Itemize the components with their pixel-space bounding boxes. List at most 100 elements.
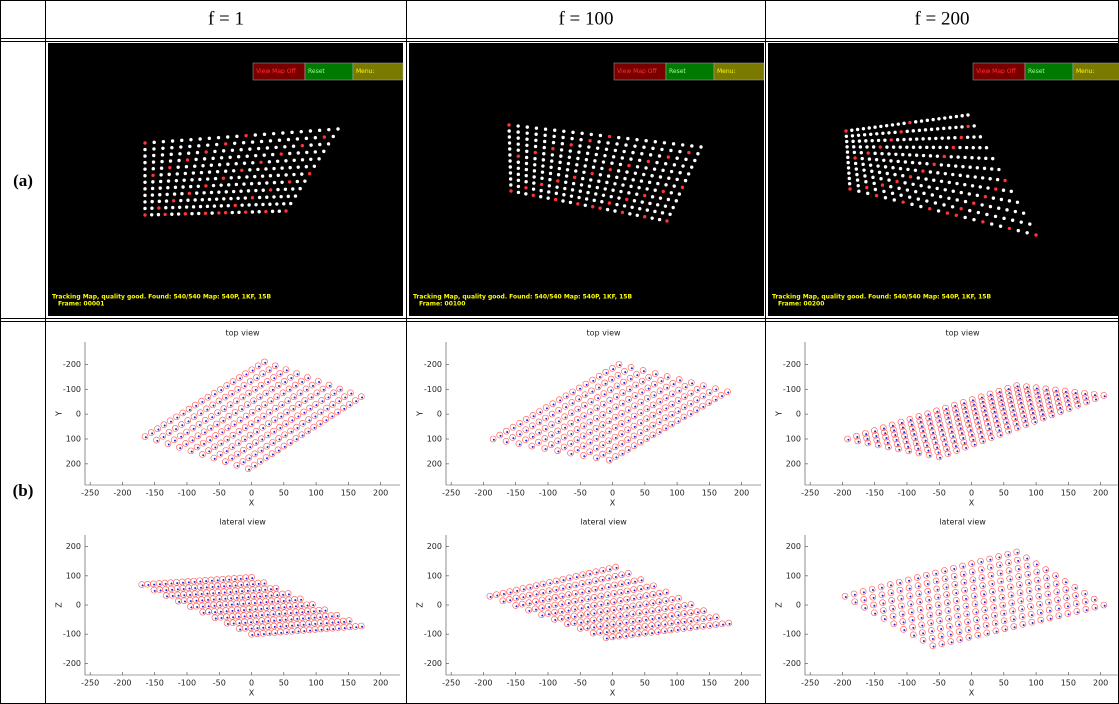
- map-point: [972, 124, 975, 127]
- estimated-point: [577, 625, 583, 631]
- estimated-point: [656, 599, 662, 605]
- map-point: [288, 166, 291, 169]
- estimated-point: [969, 569, 975, 575]
- true-point: [554, 619, 556, 621]
- map-point: [318, 143, 321, 146]
- map-point: [256, 168, 259, 171]
- true-point: [233, 381, 235, 383]
- true-point: [919, 601, 921, 603]
- map-point: [188, 192, 191, 195]
- map-point: [222, 197, 225, 200]
- estimated-point: [563, 393, 569, 399]
- estimated-point: [624, 596, 630, 602]
- y-tick-label: 200: [786, 542, 801, 551]
- map-point: [542, 152, 545, 155]
- map-point: [283, 145, 286, 148]
- true-point: [350, 627, 352, 629]
- estimated-point: [211, 602, 217, 608]
- y-tick-label: 200: [66, 542, 81, 551]
- true-point: [276, 594, 278, 596]
- true-point: [904, 436, 906, 438]
- estimated-point: [651, 381, 657, 387]
- y-tick-label: 0: [76, 410, 81, 419]
- true-point: [696, 627, 698, 629]
- estimated-point: [845, 436, 851, 442]
- true-point: [964, 406, 966, 408]
- true-point: [1023, 624, 1025, 626]
- map-point: [524, 186, 527, 189]
- true-point: [995, 623, 997, 625]
- estimated-point: [668, 627, 674, 633]
- estimated-point: [283, 420, 289, 426]
- true-point: [855, 602, 857, 604]
- estimated-point: [969, 561, 975, 567]
- true-point: [249, 393, 251, 395]
- true-point: [1065, 581, 1067, 583]
- true-point: [317, 393, 319, 395]
- map-point: [596, 186, 599, 189]
- true-point: [1046, 393, 1048, 395]
- estimated-point: [305, 428, 311, 434]
- true-point: [205, 580, 207, 582]
- estimated-point: [188, 448, 194, 454]
- estimated-point: [591, 602, 597, 608]
- estimated-point: [590, 624, 596, 630]
- true-point: [936, 446, 938, 448]
- map-point: [845, 140, 848, 143]
- estimated-point: [1023, 384, 1029, 390]
- estimated-point: [1008, 592, 1014, 598]
- estimated-point: [487, 593, 493, 599]
- estimated-point: [234, 600, 240, 606]
- x-tick-label: 50: [279, 489, 289, 498]
- true-point: [584, 405, 586, 407]
- map-point: [924, 177, 927, 180]
- true-point: [684, 417, 686, 419]
- map-point: [159, 186, 162, 189]
- estimated-point: [516, 431, 522, 437]
- true-point: [626, 599, 628, 601]
- true-point: [1031, 407, 1033, 409]
- true-point: [279, 438, 281, 440]
- true-point: [1032, 412, 1034, 414]
- map-point: [572, 182, 575, 185]
- true-point: [244, 439, 246, 441]
- estimated-point: [610, 621, 616, 627]
- estimated-point: [587, 439, 593, 445]
- estimated-point: [616, 620, 622, 626]
- estimated-point: [277, 371, 283, 377]
- true-point: [716, 624, 718, 626]
- map-point: [617, 169, 620, 172]
- estimated-point: [956, 629, 962, 635]
- true-point: [997, 424, 999, 426]
- true-point: [588, 598, 590, 600]
- true-point: [653, 405, 655, 407]
- estimated-point: [233, 594, 239, 600]
- map-point: [525, 144, 528, 147]
- estimated-point: [330, 401, 336, 407]
- estimated-point: [304, 602, 310, 608]
- estimated-point: [923, 572, 929, 578]
- estimated-point: [346, 401, 352, 407]
- true-point: [715, 399, 717, 401]
- true-point: [632, 628, 634, 630]
- estimated-point: [193, 603, 199, 609]
- map-point: [931, 118, 934, 121]
- map-point: [268, 160, 271, 163]
- estimated-point: [247, 378, 253, 384]
- true-point: [729, 623, 731, 625]
- true-point: [258, 589, 260, 591]
- true-point: [1007, 426, 1009, 428]
- estimated-point: [288, 428, 294, 434]
- true-point: [165, 583, 167, 585]
- true-point: [628, 420, 630, 422]
- estimated-point: [553, 586, 559, 592]
- estimated-point: [700, 616, 706, 622]
- map-point: [642, 173, 645, 176]
- estimated-point: [635, 631, 641, 637]
- true-point: [1032, 622, 1034, 624]
- estimated-point: [539, 612, 545, 618]
- estimated-point: [955, 621, 961, 627]
- map-point: [300, 130, 303, 133]
- estimated-point: [227, 402, 233, 408]
- estimated-point: [620, 390, 626, 396]
